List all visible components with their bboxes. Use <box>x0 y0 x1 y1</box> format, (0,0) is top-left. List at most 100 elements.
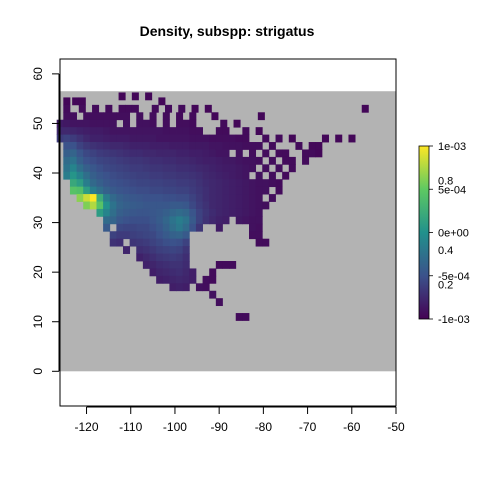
density-cell <box>182 149 190 158</box>
density-cell <box>158 97 166 106</box>
density-cell <box>149 142 157 150</box>
density-cell <box>262 134 270 143</box>
density-cell <box>202 142 210 150</box>
density-cell <box>96 119 104 128</box>
density-cell <box>182 119 190 128</box>
density-cell <box>176 179 184 188</box>
colorbar-labels-outer: 1e-03 5e-04 0e+00 -5e-04 -1e-03 <box>429 141 470 326</box>
density-cell <box>136 216 144 225</box>
density-cell <box>89 179 97 188</box>
density-cell <box>262 238 270 247</box>
density-cell <box>142 142 150 150</box>
density-cell <box>116 127 124 135</box>
density-cell <box>348 134 356 143</box>
density-cell <box>103 208 111 217</box>
density-cell <box>195 208 203 217</box>
density-cell <box>156 208 164 217</box>
density-cell <box>222 127 230 135</box>
density-cell <box>136 231 144 240</box>
density-cell <box>229 261 237 269</box>
density-cell <box>162 149 170 158</box>
density-cell <box>96 164 104 173</box>
y-tick-label: 30 <box>31 216 45 230</box>
density-cell <box>268 179 276 188</box>
density-cell <box>136 201 144 210</box>
density-cell <box>149 156 157 165</box>
density-cell <box>89 112 97 121</box>
density-cell <box>96 171 104 180</box>
density-cell <box>189 149 197 158</box>
density-cell <box>169 268 177 277</box>
density-cell <box>178 104 186 113</box>
density-cell <box>89 142 97 150</box>
density-cell <box>242 142 250 150</box>
plot-frame <box>59 58 397 407</box>
density-cell <box>116 208 124 217</box>
colorbar-inner-label: 0.8 <box>438 176 453 188</box>
density-cell <box>229 208 237 217</box>
x-tick-label: -120 <box>75 420 99 434</box>
density-cell <box>96 127 104 135</box>
density-cell <box>195 283 203 292</box>
density-cell <box>156 156 164 165</box>
density-cell <box>129 149 137 158</box>
density-cell <box>176 283 184 292</box>
density-cell <box>209 194 217 202</box>
density-cell <box>222 149 230 158</box>
density-cell <box>76 142 84 150</box>
density-cell <box>189 142 197 150</box>
colorbar-inner-label: 0.2 <box>438 279 453 291</box>
density-cell <box>162 164 170 173</box>
density-cell <box>149 223 157 232</box>
density-cell <box>195 171 203 180</box>
density-cell <box>109 119 117 128</box>
density-cell <box>242 194 250 202</box>
density-cell <box>242 186 250 195</box>
density-cell <box>255 142 263 150</box>
density-cell <box>123 156 131 165</box>
density-cell <box>249 201 257 210</box>
density-cell <box>149 186 157 195</box>
density-cell <box>295 142 303 150</box>
density-cell <box>182 186 190 195</box>
density-cell <box>176 119 184 128</box>
density-cell <box>103 119 111 128</box>
x-tick-label: -60 <box>343 420 361 434</box>
density-cell <box>109 208 117 217</box>
density-cell <box>255 127 263 135</box>
density-cell <box>96 194 104 202</box>
density-cell <box>189 201 197 210</box>
density-cell <box>176 112 184 121</box>
density-cell <box>195 216 203 225</box>
density-cell <box>182 201 190 210</box>
density-cell <box>169 186 177 195</box>
density-cell <box>96 142 104 150</box>
density-cell <box>96 149 104 158</box>
density-cell <box>242 208 250 217</box>
density-cell <box>189 164 197 173</box>
density-cell <box>123 142 131 150</box>
density-cell <box>176 127 184 135</box>
density-cell <box>109 201 117 210</box>
density-cell <box>209 275 217 284</box>
density-cell <box>255 201 263 210</box>
colorbar-label: -1e-03 <box>438 314 470 326</box>
density-cell <box>63 127 71 135</box>
colorbar-labels-inner: 0.8 0.4 0.2 <box>438 176 453 292</box>
density-cell <box>209 290 217 299</box>
density-cell <box>195 186 203 195</box>
density-cell <box>169 208 177 217</box>
density-cell <box>103 134 111 143</box>
density-cell <box>149 208 157 217</box>
density-cell <box>129 127 137 135</box>
density-cell <box>169 223 177 232</box>
density-cell <box>255 231 263 240</box>
density-cell <box>63 119 71 128</box>
density-cell <box>308 142 316 150</box>
density-cell <box>162 275 170 284</box>
density-cell <box>103 127 111 135</box>
density-cell <box>242 179 250 188</box>
density-cell <box>89 201 97 210</box>
density-cell <box>182 238 190 247</box>
density-cell <box>268 171 276 180</box>
